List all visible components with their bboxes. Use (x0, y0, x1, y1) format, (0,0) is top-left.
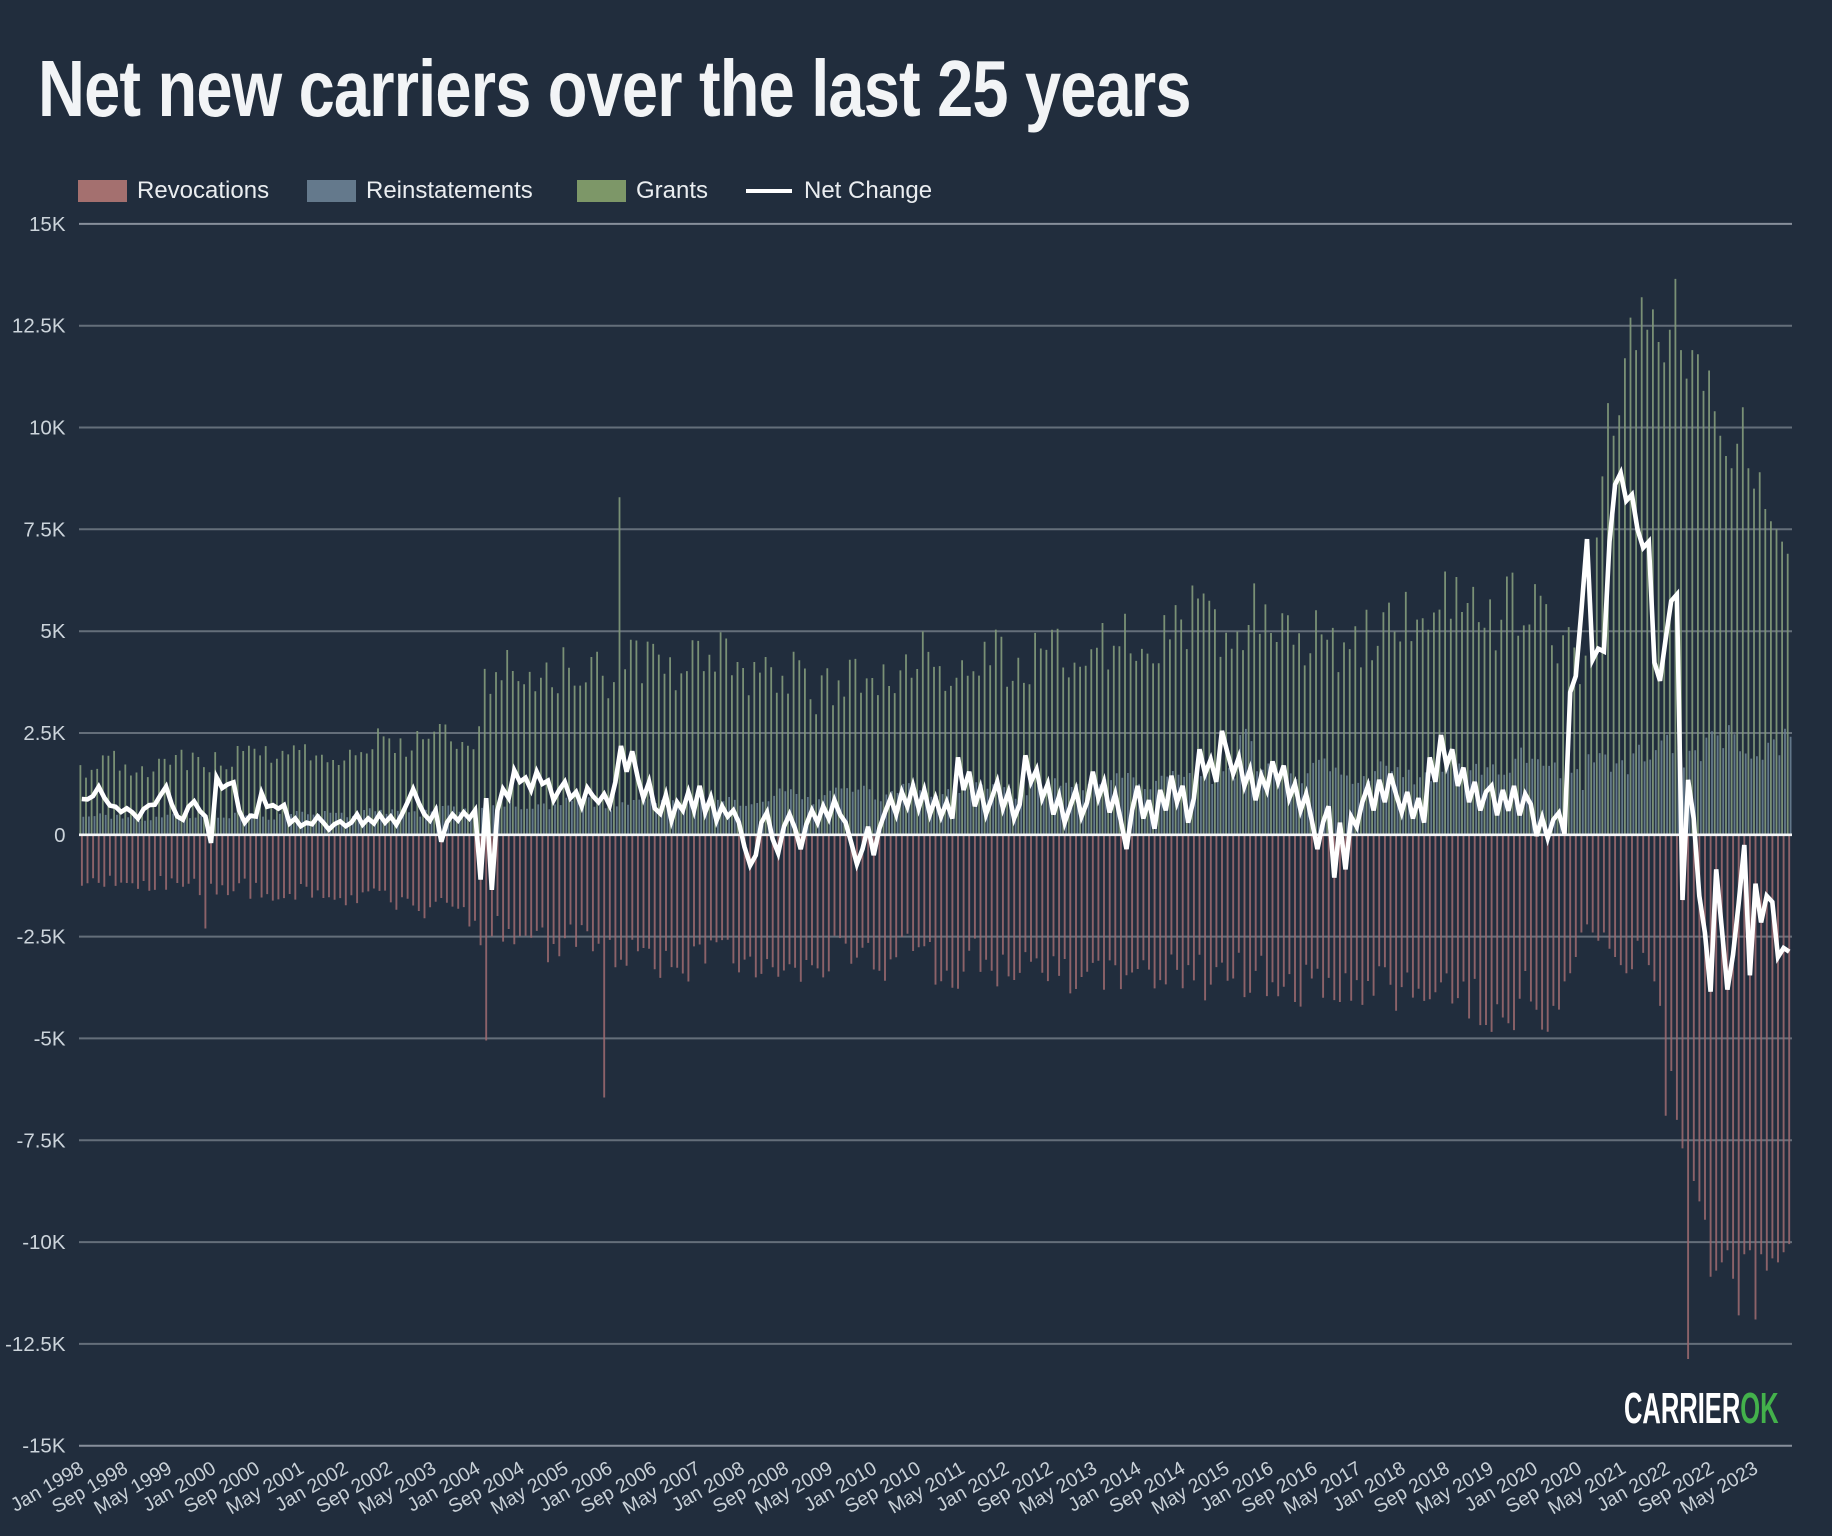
svg-text:2.5K: 2.5K (23, 722, 65, 745)
svg-text:10K: 10K (29, 417, 66, 440)
svg-text:-12.5K: -12.5K (5, 1333, 66, 1356)
svg-text:0: 0 (54, 824, 65, 847)
svg-text:-5K: -5K (34, 1027, 66, 1050)
svg-text:-15K: -15K (22, 1435, 66, 1458)
svg-text:-10K: -10K (22, 1231, 66, 1254)
svg-text:-2.5K: -2.5K (17, 926, 66, 949)
svg-text:5K: 5K (40, 620, 65, 643)
svg-text:7.5K: 7.5K (23, 518, 65, 541)
svg-text:15K: 15K (29, 213, 66, 236)
svg-text:12.5K: 12.5K (12, 315, 66, 338)
svg-text:-7.5K: -7.5K (17, 1129, 66, 1152)
